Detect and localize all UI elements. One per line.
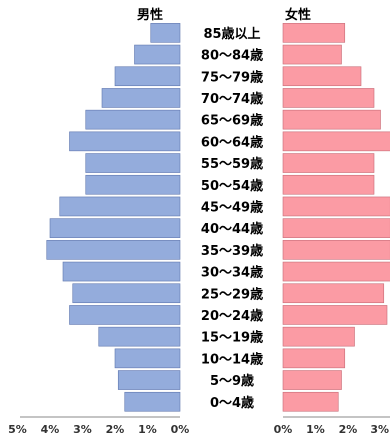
female-bar xyxy=(282,88,375,108)
male-bar xyxy=(150,23,181,43)
male-tick-label: 5% xyxy=(8,423,27,436)
male-bar xyxy=(134,44,181,65)
age-group-label: 85歳以上 xyxy=(203,26,260,42)
male-bar xyxy=(69,305,181,325)
male-bar xyxy=(98,326,181,347)
age-group-label: 0～4歳 xyxy=(210,395,254,411)
age-group-label: 55～59歳 xyxy=(201,156,263,172)
female-bar xyxy=(282,109,381,130)
male-bars-group xyxy=(46,23,181,412)
age-group-label: 35～39歳 xyxy=(201,243,263,259)
female-bar xyxy=(282,305,388,325)
male-bar xyxy=(49,218,181,238)
female-bar xyxy=(282,44,342,65)
female-bar xyxy=(282,153,375,173)
age-labels-group: 85歳以上 80～84歳 75～79歳 70～74歳 65～69歳 60～64歳 55～59… xyxy=(201,26,263,411)
male-bar xyxy=(114,348,181,369)
male-bar xyxy=(85,153,181,173)
age-group-label: 70～74歳 xyxy=(201,91,263,107)
male-bar xyxy=(101,88,181,108)
female-bar xyxy=(282,240,390,260)
female-tick-label: 1% xyxy=(306,423,325,436)
female-bar xyxy=(282,196,390,217)
female-bar xyxy=(282,326,355,347)
age-group-label: 80～84歳 xyxy=(201,48,263,64)
female-bar xyxy=(282,174,375,195)
age-group-label: 10～14歳 xyxy=(201,351,263,367)
male-bar xyxy=(72,283,181,304)
age-group-label: 25～29歳 xyxy=(201,286,263,302)
age-group-label: 15～19歳 xyxy=(201,330,263,346)
female-bar xyxy=(282,23,346,43)
age-group-label: 30～34歳 xyxy=(201,265,263,281)
female-bar xyxy=(282,218,390,238)
age-group-label: 45～49歳 xyxy=(201,199,263,215)
male-bar xyxy=(85,174,181,195)
female-bar xyxy=(282,261,390,282)
male-tick-label: 4% xyxy=(41,423,60,436)
female-bars-group xyxy=(282,23,390,412)
female-bar xyxy=(282,391,339,412)
male-tick-label: 3% xyxy=(73,423,92,436)
male-bar xyxy=(85,109,181,130)
female-tick-label: 3% xyxy=(370,423,389,436)
female-bar xyxy=(282,370,342,390)
female-tick-label: 0% xyxy=(274,423,293,436)
male-tick-label: 1% xyxy=(138,423,157,436)
age-group-label: 75～79歳 xyxy=(201,69,263,85)
age-group-label: 50～54歳 xyxy=(201,178,263,194)
female-tick-label: 2% xyxy=(339,423,358,436)
female-bar xyxy=(282,66,362,87)
female-tick-labels-group: 0% 1% 2% 3% xyxy=(274,423,389,436)
male-bar xyxy=(117,370,181,390)
age-group-label: 5～9歳 xyxy=(210,373,254,389)
age-group-label: 65～69歳 xyxy=(201,113,263,129)
female-bar xyxy=(282,348,346,369)
male-series-label: 男性 xyxy=(137,7,163,23)
female-series-label: 女性 xyxy=(285,7,311,23)
male-bar xyxy=(124,391,181,412)
female-bar xyxy=(282,283,385,304)
age-group-label: 20～24歳 xyxy=(201,308,263,324)
male-bar xyxy=(46,240,181,260)
male-tick-labels-group: 5% 4% 3% 2% 1% 0% xyxy=(8,423,189,436)
male-bar xyxy=(62,261,181,282)
age-group-label: 40～44歳 xyxy=(201,221,263,237)
male-bar xyxy=(69,131,181,152)
male-bar xyxy=(59,196,181,217)
female-bar xyxy=(282,131,390,152)
male-bar xyxy=(114,66,181,87)
male-tick-label: 2% xyxy=(106,423,125,436)
male-tick-label: 0% xyxy=(171,423,190,436)
age-group-label: 60～64歳 xyxy=(201,134,263,150)
